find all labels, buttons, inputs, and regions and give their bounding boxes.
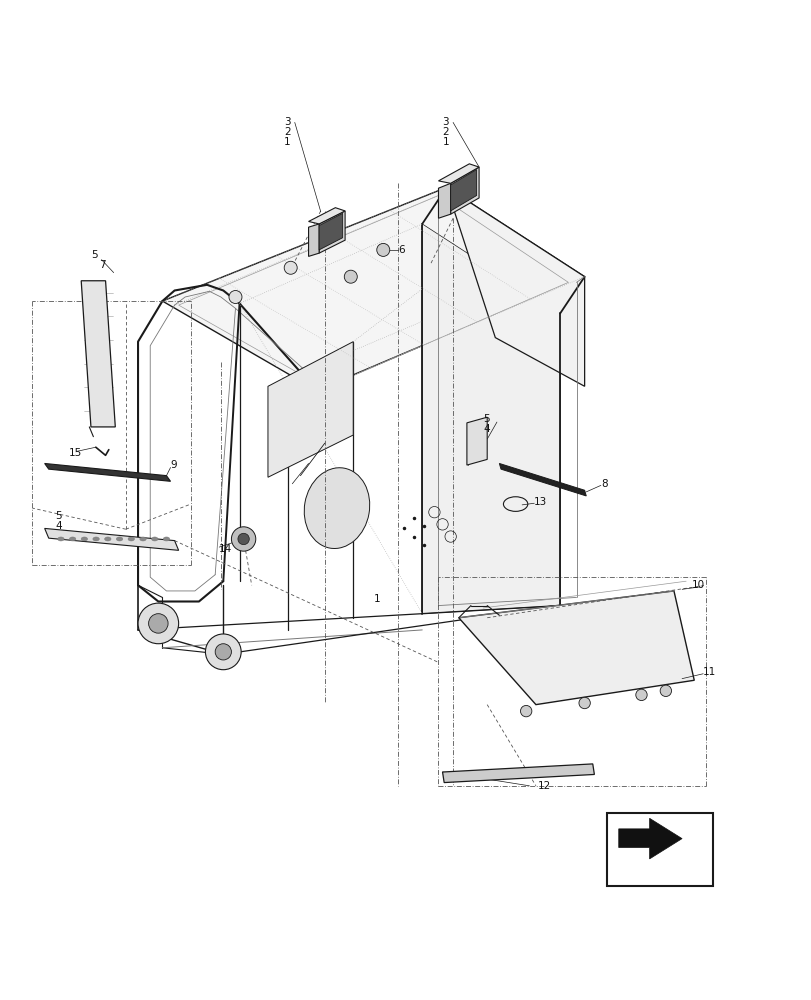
Polygon shape	[458, 591, 693, 705]
Text: 1: 1	[284, 137, 290, 147]
Polygon shape	[81, 281, 115, 427]
Text: 5: 5	[55, 511, 62, 521]
Text: 4: 4	[483, 424, 489, 434]
Text: 7: 7	[99, 260, 105, 270]
Ellipse shape	[304, 468, 369, 548]
Circle shape	[138, 603, 178, 644]
Text: 8: 8	[600, 479, 607, 489]
Text: 5: 5	[91, 250, 97, 260]
Circle shape	[635, 689, 646, 701]
Text: 13: 13	[534, 497, 547, 507]
Text: 5: 5	[483, 414, 489, 424]
Ellipse shape	[69, 537, 75, 541]
Polygon shape	[162, 187, 584, 390]
Text: 2: 2	[284, 127, 290, 137]
Text: 3: 3	[442, 117, 448, 127]
Text: 4: 4	[55, 521, 62, 531]
Circle shape	[284, 261, 297, 274]
Ellipse shape	[116, 537, 122, 541]
Text: 14: 14	[219, 544, 232, 554]
Circle shape	[578, 697, 590, 709]
Circle shape	[520, 705, 531, 717]
Circle shape	[376, 243, 389, 256]
Ellipse shape	[58, 537, 64, 541]
Polygon shape	[319, 213, 342, 250]
Polygon shape	[45, 528, 178, 550]
Polygon shape	[438, 183, 450, 218]
Text: 2: 2	[442, 127, 448, 137]
Text: 3: 3	[284, 117, 290, 127]
Text: 10: 10	[691, 580, 704, 590]
Text: 12: 12	[537, 781, 550, 791]
Circle shape	[205, 634, 241, 670]
Polygon shape	[308, 208, 345, 224]
Ellipse shape	[105, 537, 111, 541]
Circle shape	[231, 527, 255, 551]
Circle shape	[344, 270, 357, 283]
Ellipse shape	[128, 537, 135, 541]
Text: 11: 11	[702, 667, 715, 677]
Circle shape	[659, 685, 671, 697]
Polygon shape	[319, 211, 345, 253]
Ellipse shape	[92, 537, 99, 541]
Circle shape	[215, 644, 231, 660]
Polygon shape	[438, 164, 478, 183]
Polygon shape	[45, 463, 170, 481]
Circle shape	[148, 614, 168, 633]
Polygon shape	[308, 224, 319, 256]
Ellipse shape	[163, 537, 169, 541]
Polygon shape	[450, 170, 476, 211]
Polygon shape	[466, 417, 487, 465]
Ellipse shape	[81, 537, 88, 541]
Polygon shape	[442, 764, 594, 783]
Polygon shape	[446, 187, 584, 386]
Polygon shape	[422, 224, 560, 614]
Bar	[607, 813, 712, 886]
Ellipse shape	[139, 537, 146, 541]
Text: 15: 15	[69, 448, 82, 458]
Polygon shape	[450, 167, 478, 214]
Text: 6: 6	[397, 245, 404, 255]
Circle shape	[229, 291, 242, 303]
Circle shape	[238, 533, 249, 545]
Text: 1: 1	[373, 594, 380, 604]
Polygon shape	[618, 818, 681, 859]
Text: 1: 1	[442, 137, 448, 147]
Text: 9: 9	[170, 460, 177, 470]
Polygon shape	[499, 463, 586, 496]
Polygon shape	[268, 342, 353, 477]
Ellipse shape	[152, 537, 158, 541]
